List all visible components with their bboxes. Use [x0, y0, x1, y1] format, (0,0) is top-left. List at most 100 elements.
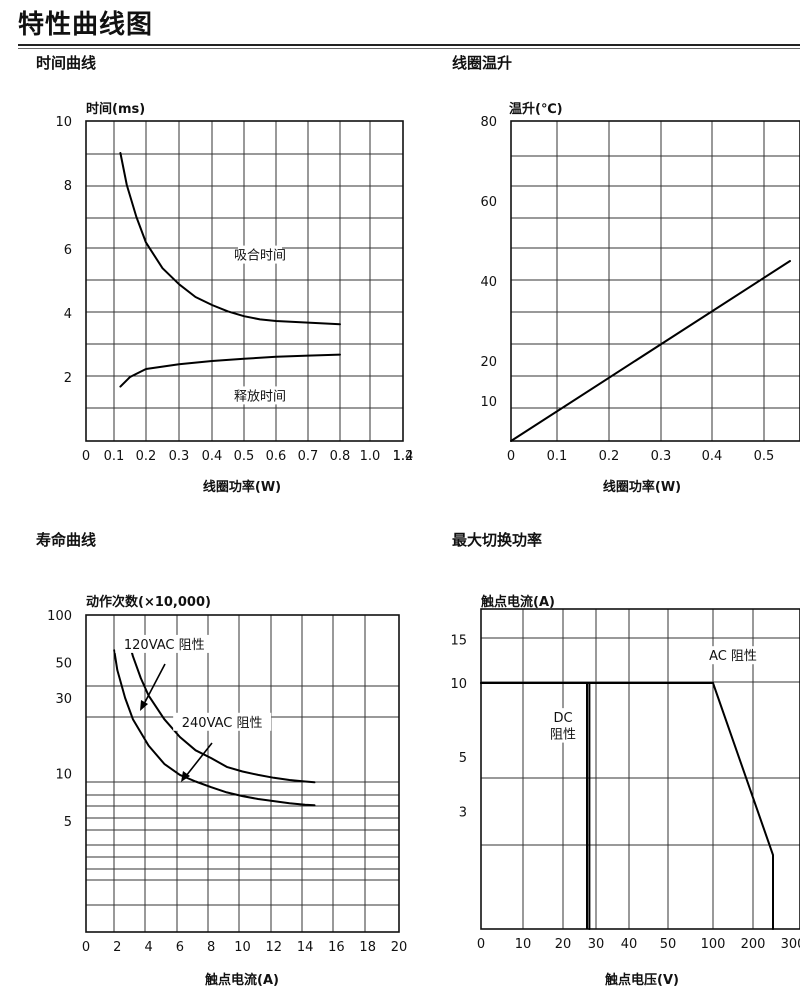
switch-x-axis-title: 触点电压(V) [604, 972, 679, 988]
time-annotation-label: 吸合时间 [234, 249, 286, 264]
switch-x-tick-label: 200 [741, 937, 766, 952]
time-y-axis-title: 时间(ms) [86, 101, 145, 117]
switch-x-tick-label: 300 [781, 937, 800, 952]
life-x-tick-label: 8 [207, 940, 215, 955]
life-x-tick-label: 10 [234, 940, 251, 955]
switch-x-tick-label: 40 [621, 937, 638, 952]
temp-x-tick-label: 0.3 [651, 449, 672, 464]
life-240vac-leader [185, 742, 213, 777]
temp-y-tick-label: 60 [480, 195, 497, 210]
life-plot-frame [85, 614, 400, 933]
switch-y-tick-label: 10 [450, 677, 467, 692]
life-chart-group: 0 2 4 6 8 10 12 14 16 18 20 5 10 30 50 100 动作次数(×10,000)… [47, 594, 407, 988]
time-x-tick-label: 0.1 [104, 449, 125, 464]
switch-x-tick-label: 0 [477, 937, 485, 952]
switch-x-tick-label: 100 [701, 937, 726, 952]
time-x-axis-title: 线圈功率(W) [203, 479, 281, 495]
switch-annotation-label: DC [553, 711, 572, 726]
section-title-time: 时间曲线 [36, 54, 97, 72]
life-annotation-label: 240VAC 阻性 [182, 716, 263, 731]
temp-chart-group: 0 0.1 0.2 0.3 0.4 0.5 10 20 40 60 80 温升(℃) 线圈功率(W) [480, 101, 800, 495]
life-120vac-arrowhead [140, 700, 148, 711]
temp-x-tick-label: 0 [507, 449, 515, 464]
title-divider [18, 44, 800, 46]
time-series-1-line [119, 152, 341, 326]
time-x-tick-label: 0.5 [234, 449, 255, 464]
life-series-1-line [127, 638, 316, 784]
switch-annotation-bg [550, 708, 576, 727]
life-y-axis-title: 动作次数(×10,000) [86, 594, 211, 610]
switch-y-axis-title: 触点电流(A) [480, 594, 555, 610]
time-x-tick-label: 0.4 [202, 449, 223, 464]
title-divider-thin [18, 48, 800, 49]
life-y-tick-label: 5 [64, 815, 72, 830]
life-y-tick-label: 50 [55, 657, 72, 672]
life-y-tick-label: 30 [55, 692, 72, 707]
section-title-life: 寿命曲线 [36, 531, 97, 549]
temp-series-1-line [510, 260, 791, 442]
time-annotation-bg [238, 386, 282, 405]
temp-y-axis-title: 温升(℃) [509, 101, 563, 117]
life-x-tick-label: 18 [359, 940, 376, 955]
temp-x-tick-label: 0.5 [754, 449, 775, 464]
life-x-axis-title: 触点电流(A) [204, 972, 279, 988]
time-x-tick-label: 1.2 [393, 449, 414, 464]
time-annotation-label: 释放时间 [234, 389, 286, 404]
switch-series-2-line [480, 682, 774, 930]
life-x-tick-label: 2 [113, 940, 121, 955]
life-x-tick-label: 0 [82, 940, 90, 955]
switch-annotation-label: 阻性 [550, 728, 576, 743]
page-title: 特性曲线图 [18, 10, 154, 40]
life-x-tick-label: 14 [297, 940, 314, 955]
time-annotation-bg [238, 245, 282, 264]
time-y-tick-label: 4 [64, 307, 72, 322]
switch-chart-group: 0 10 20 30 40 50 100 200 300 3 5 10 15 触点电流(A) 触点电压(V)… [450, 594, 800, 988]
temp-x-tick-label: 0.2 [599, 449, 620, 464]
switch-x-tick-label: 30 [588, 937, 605, 952]
life-x-tick-label: 4 [144, 940, 152, 955]
time-y-tick-label: 10 [55, 115, 72, 130]
time-x-tick-label: 0.6 [266, 449, 287, 464]
time-x-tick-label: 1.4 [393, 449, 414, 464]
switch-y-tick-label: 15 [450, 634, 467, 649]
life-series-2-line [113, 649, 316, 807]
life-y-tick-label: 100 [47, 609, 72, 624]
time-x-tick-label: 0.7 [298, 449, 319, 464]
switch-annotation-label: AC 阻性 [709, 649, 757, 664]
time-y-tick-label: 6 [64, 243, 72, 258]
switch-annotation-bg [702, 646, 764, 665]
life-annotation-bg [115, 634, 214, 653]
life-annotation-label: 120VAC 阻性 [124, 638, 205, 653]
temp-x-tick-label: 0.1 [547, 449, 568, 464]
life-x-tick-label: 6 [176, 940, 184, 955]
time-y-tick-label: 2 [64, 371, 72, 386]
time-plot-frame [85, 120, 404, 442]
life-240vac-arrowhead [181, 771, 190, 782]
temp-plot-frame [510, 120, 800, 442]
time-x-tick-label: 1.0 [360, 449, 381, 464]
switch-x-tick-label: 50 [660, 937, 677, 952]
time-y-tick-label: 8 [64, 179, 72, 194]
time-x-tick-label: 0.3 [169, 449, 190, 464]
temp-x-tick-label: 0.4 [702, 449, 723, 464]
time-x-tick-label: 0 [82, 449, 90, 464]
life-x-tick-label: 16 [328, 940, 345, 955]
temp-y-tick-label: 10 [480, 395, 497, 410]
section-title-temp: 线圈温升 [452, 54, 513, 72]
switch-annotation-bg [550, 724, 576, 743]
temp-x-axis-title: 线圈功率(W) [603, 479, 681, 495]
life-x-tick-label: 20 [391, 940, 408, 955]
switch-y-tick-label: 5 [459, 751, 467, 766]
life-annotation-bg [173, 712, 272, 731]
time-x-tick-label: 0.8 [330, 449, 351, 464]
switch-x-tick-label: 10 [515, 937, 532, 952]
life-120vac-leader [143, 663, 166, 705]
switch-y-tick-label: 3 [459, 806, 467, 821]
switch-x-tick-label: 20 [555, 937, 572, 952]
life-x-tick-label: 12 [266, 940, 283, 955]
switch-plot-frame [480, 608, 800, 930]
time-x-tick-label: 0.2 [136, 449, 157, 464]
life-y-tick-label: 10 [55, 768, 72, 783]
time-series-2-line [119, 353, 341, 388]
